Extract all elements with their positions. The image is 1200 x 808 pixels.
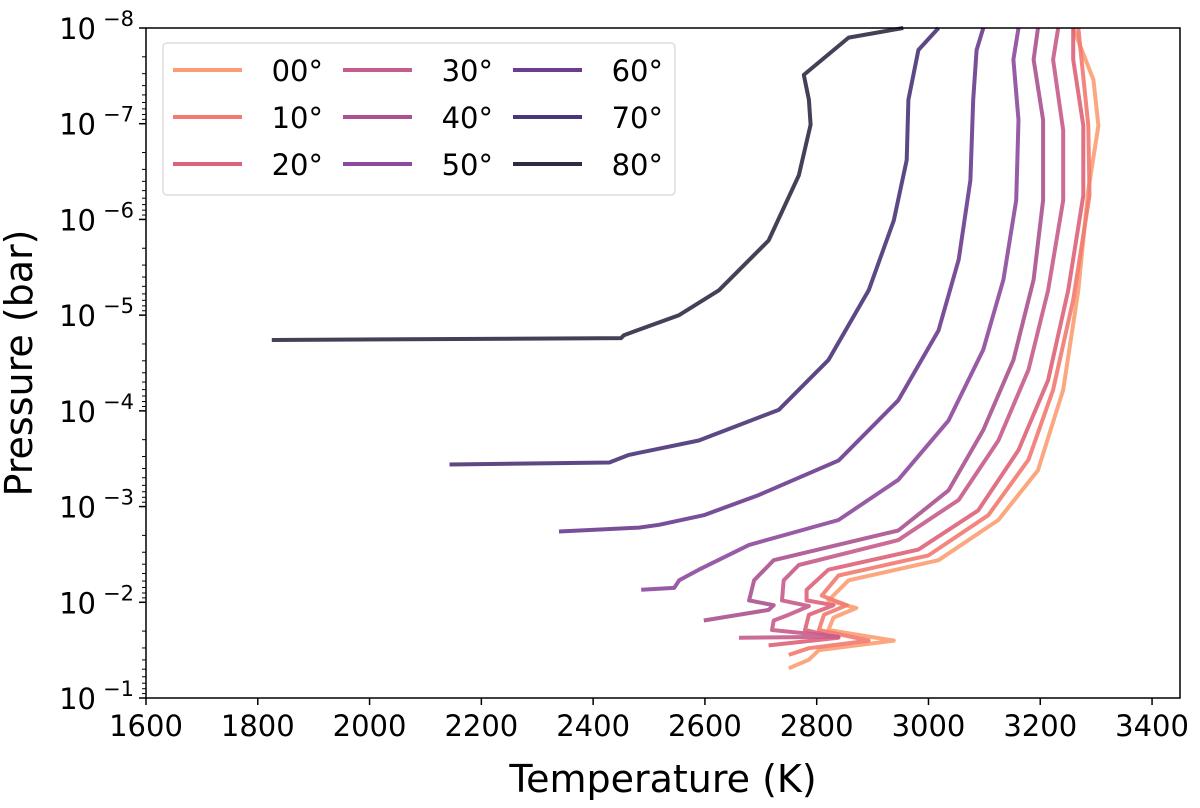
x-tick-label: 2600 <box>668 709 742 743</box>
x-tick-label: 3400 <box>1115 709 1189 743</box>
x-axis: 1600 1800 2000 2200 2400 2600 2800 3000 3200 3400 <box>109 698 1189 743</box>
series-line-70deg <box>449 26 940 467</box>
series-line-40deg <box>703 27 1046 623</box>
y-tick-label: 10 <box>59 682 96 716</box>
y-tick-exponent: −7 <box>103 103 134 127</box>
y-tick-exponent: −5 <box>103 294 134 318</box>
x-tick-label: 1800 <box>221 709 295 743</box>
x-tick-label: 1600 <box>109 709 183 743</box>
legend-label: 80° <box>612 148 663 182</box>
y-tick-exponent: −2 <box>103 581 134 605</box>
curves <box>271 26 1101 671</box>
x-tick-label: 3000 <box>892 709 966 743</box>
legend-box <box>162 42 676 196</box>
series-line-50deg <box>641 27 1021 592</box>
legend-label: 60° <box>612 54 663 88</box>
series-line-30deg <box>738 27 1066 640</box>
legend-label: 10° <box>272 101 323 135</box>
legend-label: 40° <box>442 101 493 135</box>
y-tick-exponent: −4 <box>103 390 134 414</box>
legend-label: 50° <box>442 148 493 182</box>
x-tick-label: 2000 <box>333 709 407 743</box>
y-tick-exponent: −1 <box>103 677 134 701</box>
x-tick-label: 2800 <box>780 709 854 743</box>
y-tick-label: 10 <box>59 299 96 333</box>
y-tick-exponent: −6 <box>103 198 134 222</box>
x-tick-label: 3200 <box>1003 709 1077 743</box>
y-tick-label: 10 <box>59 395 96 429</box>
series-line-60deg <box>558 27 986 534</box>
y-tick-label: 10 <box>59 203 96 237</box>
series-line-80deg <box>271 26 904 342</box>
x-tick-label: 2400 <box>556 709 630 743</box>
y-axis: 10 −8 10 −7 10 −6 10 −5 10 −4 10 −3 10 −2 10 −1 <box>59 7 146 716</box>
series-line-20deg <box>768 28 1086 648</box>
y-tick-exponent: −3 <box>103 486 134 510</box>
y-tick-exponent: −8 <box>103 7 134 31</box>
legend-label: 20° <box>272 148 323 182</box>
legend: 00° 10° 20° 30° 40° 50° 60° 70° 80° <box>162 42 676 196</box>
series-line-10deg <box>788 27 1092 657</box>
y-tick-label: 10 <box>59 12 96 46</box>
x-tick-label: 2200 <box>444 709 518 743</box>
x-axis-label: Temperature (K) <box>508 757 816 801</box>
y-axis-label: Pressure (bar) <box>0 229 41 496</box>
plot-frame <box>145 27 1181 699</box>
y-tick-label: 10 <box>59 108 96 142</box>
y-tick-label: 10 <box>59 491 96 525</box>
legend-label: 70° <box>612 101 663 135</box>
y-tick-label: 10 <box>59 586 96 620</box>
legend-label: 30° <box>442 54 493 88</box>
legend-label: 00° <box>272 54 323 88</box>
